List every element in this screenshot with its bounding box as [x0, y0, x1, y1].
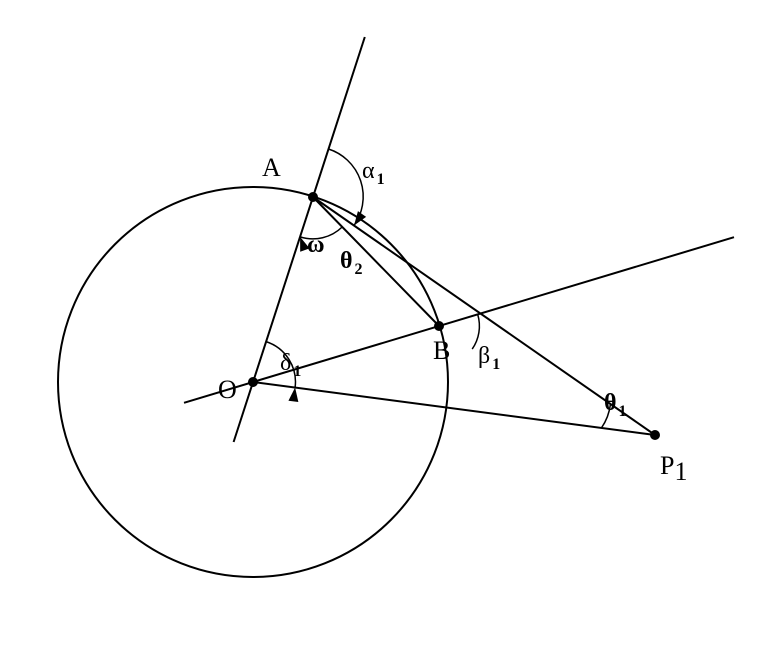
label-point-A: A — [262, 153, 281, 182]
label-angle-theta1: θ1 — [604, 390, 627, 420]
point-A — [308, 192, 318, 202]
arrowhead — [288, 388, 298, 403]
label-angle-omega: ω — [307, 232, 325, 258]
point-O — [248, 377, 258, 387]
label-point-B: B — [433, 336, 450, 365]
line-A-B — [313, 197, 439, 326]
label-angle-theta2: θ2 — [340, 248, 363, 278]
label-angle-delta1: δ1 — [280, 350, 301, 380]
label-angle-beta1: β1 — [478, 343, 500, 373]
lines-layer — [184, 37, 734, 442]
angle-arcs-layer — [266, 149, 610, 428]
line-OB-extended — [184, 237, 734, 403]
point-P1 — [650, 430, 660, 440]
label-point-O: O — [218, 375, 237, 404]
point-B — [434, 321, 444, 331]
geometry-diagram: O A B P1 α1 ω θ2 δ1 β1 θ1 — [0, 0, 784, 664]
labels-layer: O A B P1 α1 ω θ2 δ1 β1 θ1 — [218, 153, 687, 486]
points-layer — [248, 192, 660, 440]
label-point-P1: P1 — [660, 451, 687, 486]
label-angle-alpha1: α1 — [362, 158, 385, 188]
line-O-P1 — [253, 382, 655, 435]
arrowhead — [354, 211, 366, 225]
